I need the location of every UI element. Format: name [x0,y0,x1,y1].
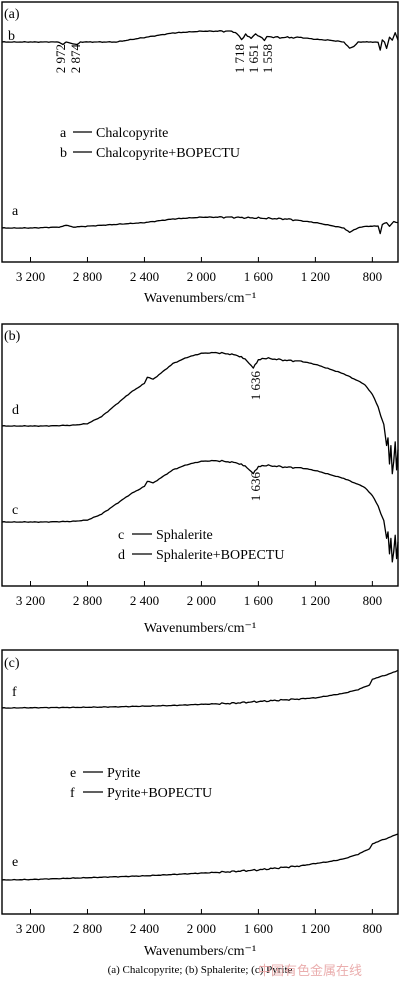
peak-label-1718: 1 718 [232,44,247,73]
curve-label-d: d [12,403,19,418]
curve-label-e: e [12,855,18,870]
legend-label-f: Pyrite+BOPECTU [107,786,212,801]
panel-a-curves [1,30,399,235]
panel-b-x-tick-label-1200: 1 200 [301,593,330,608]
panel-c-x-tick-label-3200: 3 200 [16,921,45,936]
panel-b-curves [1,351,399,563]
panel-c-x-tick-label-2000: 2 000 [187,921,216,936]
panel-c-x-tick-label-2400: 2 400 [130,921,159,936]
panel-b-x-tick-label-3200: 3 200 [16,593,45,608]
curve-label-f: f [12,685,17,700]
panel-c-x-ticks: 3 200 2 800 2 400 2 000 1 600 1 200 800 [16,909,382,936]
peak-label-2972: 2 972 [53,44,68,73]
panel-b-x-tick-label-2800: 2 800 [73,593,102,608]
panel-a-x-ticks: 3 200 2 800 2 400 2 000 1 600 1 200 800 [16,257,382,284]
legend-label-c: Sphalerite [156,528,213,543]
legend-key-d: d [118,548,125,563]
panel-a-x-tick-label-3200: 3 200 [16,269,45,284]
panel-a-x-tick-label-2400: 2 400 [130,269,159,284]
panel-a-legend: a Chalcopyrite b Chalcopyrite+BOPECTU [60,126,240,161]
panel-b-label: (b) [4,329,21,344]
legend-label-a: Chalcopyrite [96,126,168,141]
watermark: 中国有色金属在线 [258,964,363,979]
spectrum-curve-e [1,833,399,881]
peak-label-1636-d: 1 636 [248,371,263,401]
spectrum-curve-d [1,351,399,475]
peak-label-1636-c: 1 636 [248,472,263,502]
panel-a-frame [1,1,399,263]
panel-b-x-tick-label-800: 800 [363,593,383,608]
panel-c: (c) 3 200 2 800 2 400 2 000 1 600 1 200 800 Wa… [1,649,399,959]
panel-a-x-tick-label-1200: 1 200 [301,269,330,284]
spectrum-curve-f [1,669,399,709]
panel-a: (a) 3 200 2 800 2 400 2 000 1 600 1 200 800 Wa… [1,1,399,306]
panel-c-x-tick-label-1200: 1 200 [301,921,330,936]
panel-c-x-tick-label-800: 800 [363,921,383,936]
panel-c-curves [1,669,399,881]
panel-a-x-tick-label-800: 800 [363,269,383,284]
panel-b-x-axis-label: Wavenumbers/cm⁻¹ [144,621,256,636]
panel-b-legend: c Sphalerite d Sphalerite+BOPECTU [118,528,284,563]
panel-b-frame [1,323,399,587]
legend-label-e: Pyrite [107,766,140,781]
spectrum-curve-b [1,30,399,51]
figure-caption: (a) Chalcopyrite; (b) Sphalerite; (c) Py… [107,964,293,976]
legend-key-f: f [70,786,75,801]
peak-label-1558: 1 558 [260,44,275,73]
legend-key-b: b [60,146,67,161]
panel-b-x-tick-label-2400: 2 400 [130,593,159,608]
panel-a-x-tick-label-2800: 2 800 [73,269,102,284]
panel-a-x-tick-label-1600: 1 600 [244,269,273,284]
panel-c-legend: e Pyrite f Pyrite+BOPECTU [70,766,212,801]
panel-a-x-tick-label-2000: 2 000 [187,269,216,284]
legend-key-a: a [60,126,67,141]
panel-c-label: (c) [4,656,20,671]
curve-label-c: c [12,503,18,518]
panel-a-label: (a) [4,7,20,22]
panel-a-x-axis-label: Wavenumbers/cm⁻¹ [144,291,256,306]
curve-label-a: a [12,204,19,219]
panel-b-x-tick-label-2000: 2 000 [187,593,216,608]
legend-label-b: Chalcopyrite+BOPECTU [96,146,240,161]
peak-label-1651: 1 651 [246,44,261,73]
panel-b-x-ticks: 3 200 2 800 2 400 2 000 1 600 1 200 800 [16,581,382,608]
spectrum-curve-a [1,216,399,235]
peak-label-2874: 2 874 [68,44,83,74]
panel-b-x-tick-label-1600: 1 600 [244,593,273,608]
legend-key-e: e [70,766,76,781]
panel-c-x-tick-label-2800: 2 800 [73,921,102,936]
legend-key-c: c [118,528,124,543]
panel-c-x-tick-label-1600: 1 600 [244,921,273,936]
panel-c-x-axis-label: Wavenumbers/cm⁻¹ [144,944,256,959]
curve-label-b: b [8,29,15,44]
panel-c-frame [1,649,399,915]
panel-b: (b) 3 200 2 800 2 400 2 000 1 600 1 200 800 Wa… [1,323,399,636]
legend-label-d: Sphalerite+BOPECTU [156,548,284,563]
spectrum-curve-c [1,459,399,563]
